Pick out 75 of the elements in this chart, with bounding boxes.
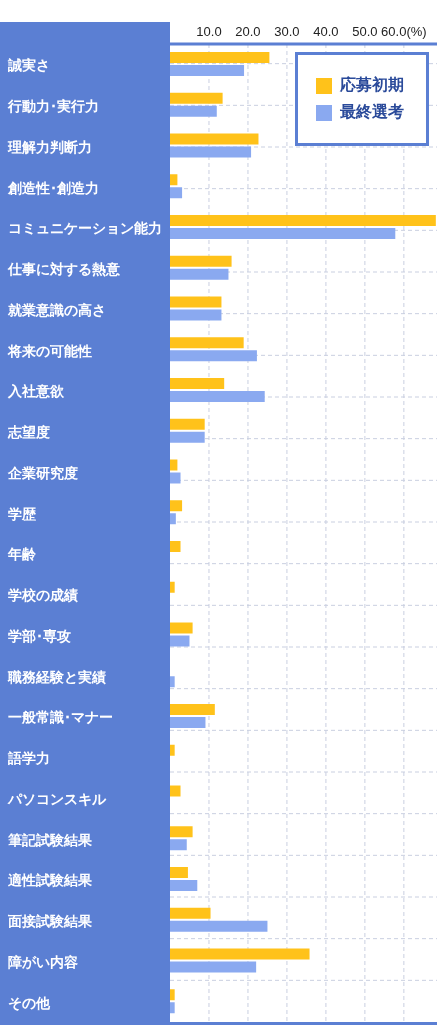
- bar: [170, 920, 268, 932]
- y-tick-label: 学部･専攻: [8, 627, 71, 644]
- bar: [170, 785, 181, 797]
- bar: [170, 867, 188, 878]
- y-tick-label: 理解力判断力: [7, 138, 92, 155]
- bar: [170, 105, 217, 117]
- y-tick-label: 筆記試験結果: [7, 831, 93, 848]
- y-tick-label: 入社意欲: [7, 383, 65, 400]
- x-tick-label: 60.0(%): [381, 24, 427, 39]
- y-tick-label: 適性試験結果: [7, 872, 93, 889]
- y-tick-label: コミュニケーション能力: [8, 220, 162, 237]
- bar: [170, 228, 396, 239]
- bar: [170, 826, 193, 838]
- y-tick-label: 職務経験と実績: [7, 668, 106, 685]
- bar: [170, 676, 175, 688]
- y-tick-label: 年齢: [7, 546, 37, 563]
- bar: [170, 541, 181, 552]
- bar: [170, 133, 259, 145]
- bar: [170, 839, 187, 851]
- bar: [170, 581, 175, 593]
- x-tick-label: 50.0: [352, 24, 378, 39]
- y-tick-label: 志望度: [7, 424, 50, 441]
- y-tick-label: 学校の成績: [8, 587, 78, 604]
- bar: [170, 215, 436, 226]
- bar: [170, 391, 265, 402]
- x-tick-label: 40.0: [313, 24, 339, 39]
- bar: [170, 961, 257, 973]
- bar: [170, 907, 211, 919]
- legend-label: 応募初期: [340, 75, 404, 96]
- bar: [170, 65, 245, 76]
- bar: [170, 337, 244, 349]
- bar: [170, 880, 198, 891]
- bar: [170, 255, 232, 267]
- bar: [170, 52, 270, 63]
- bar: [170, 704, 215, 715]
- y-tick-label: 創造性･創造力: [7, 179, 99, 196]
- bar: [170, 431, 205, 443]
- bar: [170, 378, 225, 389]
- y-tick-label: 将来の可能性: [7, 342, 92, 359]
- bar: [170, 622, 193, 634]
- y-tick-label: 誠実さ: [7, 57, 50, 74]
- y-tick-label: 面接試験結果: [7, 913, 93, 930]
- bar: [170, 459, 178, 471]
- legend-label: 最終選考: [340, 102, 404, 123]
- y-tick-label: 就業意識の高さ: [7, 301, 106, 318]
- y-tick-label: 語学力: [7, 750, 50, 767]
- bar: [170, 513, 176, 525]
- bar: [170, 948, 310, 960]
- bar: [170, 1002, 175, 1014]
- y-tick-label: 企業研究度: [7, 464, 78, 481]
- bar: [170, 500, 183, 512]
- bar: [170, 717, 206, 728]
- bar: [170, 187, 183, 199]
- y-tick-label: 仕事に対する熱意: [7, 261, 121, 278]
- y-tick-label: 一般常識･マナー: [8, 709, 113, 726]
- bar: [170, 635, 190, 647]
- y-tick-label: 学歴: [8, 505, 37, 522]
- y-tick-label: 行動力･実行力: [7, 98, 99, 115]
- y-tick-label: パソコンスキル: [7, 790, 107, 807]
- bar: [170, 744, 175, 756]
- bar: [170, 296, 222, 308]
- x-tick-label: 30.0: [274, 24, 300, 39]
- bar: [170, 472, 181, 484]
- bar: [170, 174, 178, 186]
- bar: [170, 268, 229, 280]
- bar: [170, 146, 252, 158]
- x-tick-label: 20.0: [235, 24, 261, 39]
- bar: [170, 92, 223, 104]
- bar: [170, 989, 175, 1001]
- bar: [170, 418, 205, 430]
- bar: [170, 350, 257, 362]
- y-tick-label: その他: [8, 994, 51, 1011]
- x-tick-label: 10.0: [196, 24, 222, 39]
- y-tick-label: 障がい内容: [8, 953, 78, 970]
- bar: [170, 309, 222, 321]
